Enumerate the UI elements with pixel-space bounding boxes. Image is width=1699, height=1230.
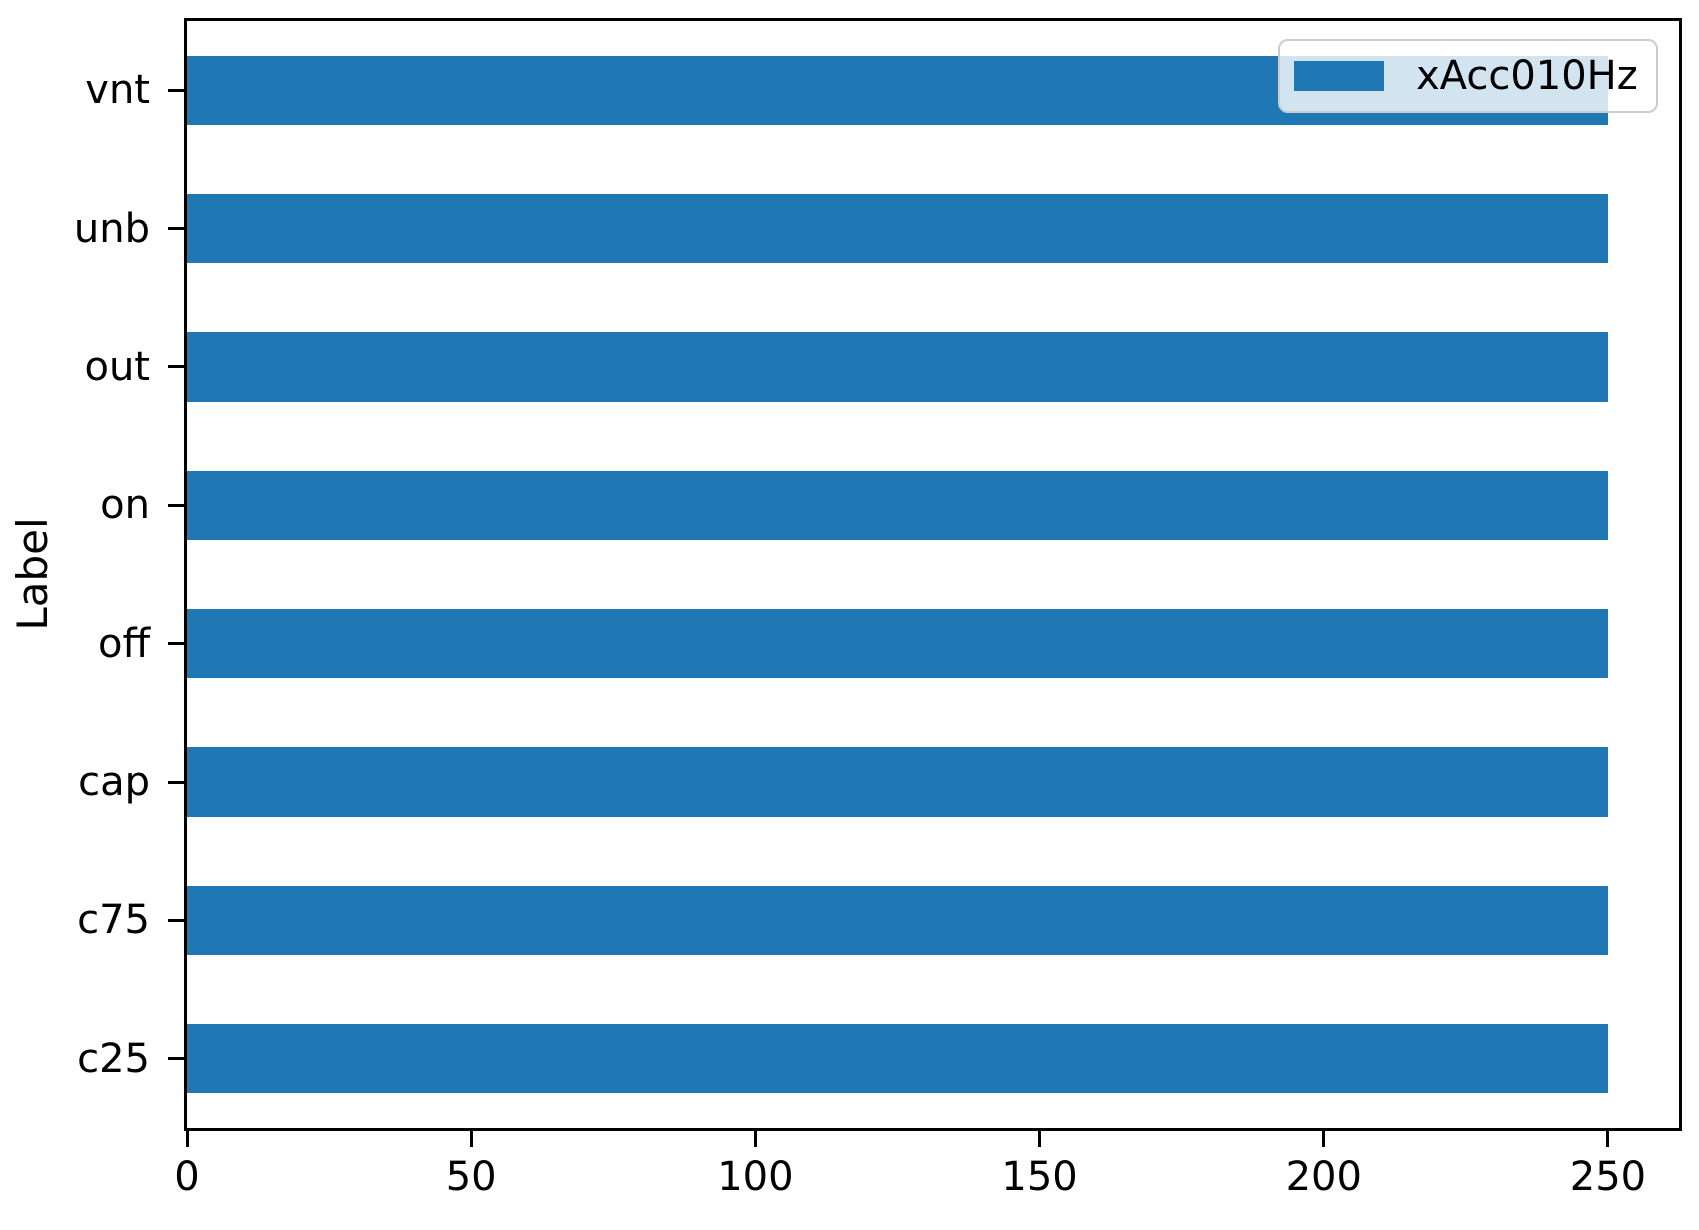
y-tick-on [168,503,184,507]
y-tick-out [168,365,184,369]
y-tick-label-off: off [97,620,150,667]
x-tick-0 [185,1131,189,1147]
x-tick-100 [753,1131,757,1147]
y-tick-label-unb: unb [73,205,150,252]
y-tick-label-out: out [84,343,150,390]
bar-out [187,332,1608,402]
y-tick-label-c75: c75 [77,897,150,944]
y-axis-title: Label [8,517,57,631]
y-tick-label-cap: cap [78,759,150,806]
y-tick-cap [168,780,184,784]
x-tick-label-100: 100 [717,1154,794,1200]
x-tick-label-50: 50 [445,1154,497,1200]
legend: xAcc010Hz [1278,39,1658,113]
legend-label: xAcc010Hz [1416,53,1638,99]
x-tick-label-150: 150 [1001,1154,1078,1200]
y-tick-c25 [168,1057,184,1061]
plot-area: xAcc010Hz [184,18,1682,1131]
x-tick-label-200: 200 [1285,1154,1362,1200]
x-tick-150 [1038,1131,1042,1147]
bar-unb [187,193,1608,264]
y-tick-label-c25: c25 [77,1035,150,1082]
x-tick-label-250: 250 [1569,1154,1647,1200]
x-tick-200 [1322,1131,1326,1147]
bar-c25 [187,1024,1608,1094]
y-tick-unb [168,227,184,231]
x-tick-label-0: 0 [174,1154,200,1200]
y-tick-c75 [168,918,184,922]
x-tick-50 [469,1131,473,1147]
bar-off [187,609,1608,679]
y-tick-off [168,642,184,646]
legend-swatch-icon [1294,61,1384,91]
y-tick-label-vnt: vnt [85,67,150,114]
bar-on [187,470,1608,540]
y-tick-vnt [168,88,184,92]
x-tick-250 [1606,1131,1610,1147]
bar-c75 [187,885,1608,956]
bar-cap [187,747,1608,817]
y-tick-label-on: on [100,482,150,529]
